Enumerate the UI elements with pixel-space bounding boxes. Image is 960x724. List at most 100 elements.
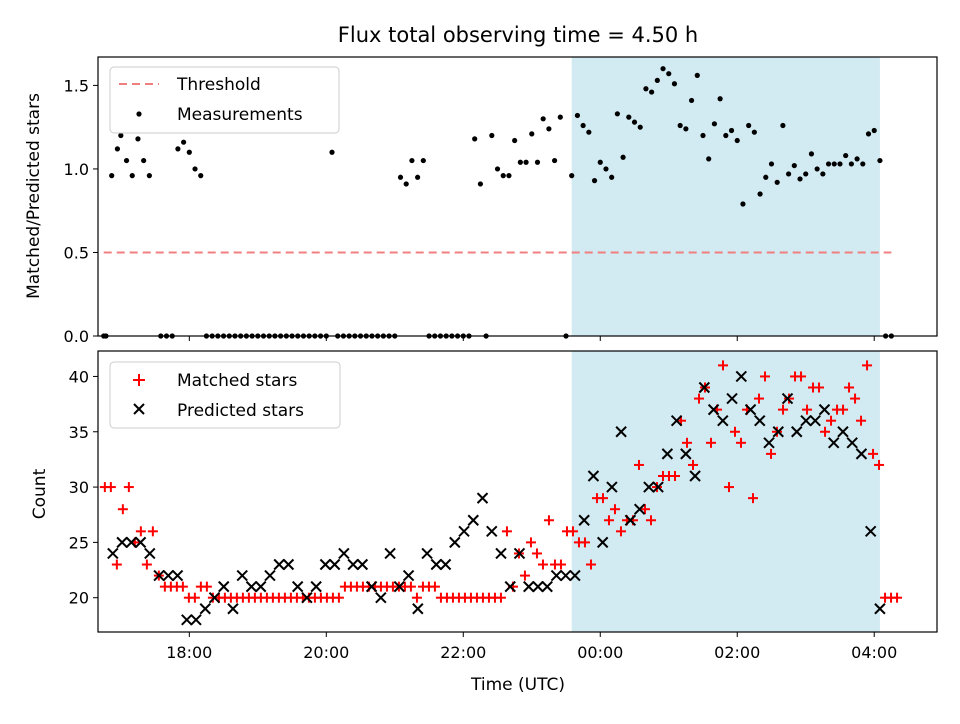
measurement-point [740, 201, 746, 207]
bottom-y-tick-label: 20 [69, 589, 89, 608]
matched-star-marker [826, 415, 837, 426]
matched-stars-series [99, 360, 903, 603]
bottom-y-axis: 20 25 30 35 40 [69, 367, 98, 608]
matched-star-marker [802, 404, 813, 415]
matched-star-marker [645, 515, 656, 526]
predicted-star-marker [772, 426, 784, 438]
measurement-point [500, 173, 506, 179]
predicted-star-marker [791, 426, 803, 438]
measurement-point [472, 136, 478, 142]
predicted-star-marker [301, 591, 313, 604]
predicted-star-marker [809, 414, 821, 427]
predicted-star-marker [199, 603, 211, 615]
top-y-tick-label: 1.5 [64, 76, 89, 95]
top-y-tick-label: 0.0 [64, 327, 89, 346]
measurement-point [141, 157, 147, 164]
x-tick-label: 18:00 [166, 643, 212, 662]
predicted-star-marker [550, 569, 563, 582]
observing-window-shade-top [571, 57, 880, 336]
measurement-point [803, 171, 809, 177]
top-plot-frame [97, 56, 938, 337]
predicted-star-marker [698, 381, 711, 394]
legend-threshold-label: Threshold [176, 75, 261, 95]
matched-star-marker [844, 382, 855, 393]
measurement-point [591, 178, 598, 184]
predicted-star-marker [606, 481, 618, 493]
predicted-star-marker [670, 414, 683, 427]
measurement-point [757, 191, 763, 197]
measurement-point [574, 112, 581, 119]
measurement-point [506, 173, 512, 179]
matched-star-marker [537, 559, 548, 570]
predicted-star-marker [818, 403, 831, 416]
measurement-point [512, 137, 518, 144]
matched-star-marker [754, 393, 765, 404]
matched-star-marker [405, 581, 416, 592]
predicted-star-marker [754, 414, 766, 427]
matched-star-marker [633, 459, 644, 470]
bottom-legend: Matched stars Predicted stars [109, 361, 341, 429]
matched-star-marker [730, 426, 741, 437]
measurement-point [540, 116, 546, 122]
measurement-point [631, 119, 638, 125]
predicted-star-marker [587, 470, 600, 482]
matched-star-marker [706, 437, 717, 448]
matched-star-marker [585, 559, 596, 570]
predicted-star-marker [467, 514, 479, 526]
matched-star-marker [868, 448, 879, 459]
predicted-star-marker [781, 392, 794, 405]
measurement-point [711, 121, 718, 127]
predicted-star-marker [236, 569, 248, 582]
matched-star-marker [189, 592, 200, 603]
x-tick-label: 22:00 [440, 643, 486, 662]
measurement-point [865, 131, 872, 137]
measurement-point [123, 157, 130, 164]
predicted-star-marker [763, 437, 775, 449]
predicted-star-marker [532, 580, 544, 593]
measurement-point [597, 159, 603, 165]
predicted-star-marker [134, 536, 147, 549]
measurement-point [192, 166, 198, 172]
predicted-star-marker [726, 392, 738, 405]
predicted-star-marker [643, 481, 655, 493]
predicted-star-marker [513, 547, 526, 560]
predicted-star-marker [837, 426, 849, 438]
predicted-star-marker [569, 569, 581, 582]
predicted-star-marker [181, 614, 193, 626]
measurement-point [626, 114, 632, 120]
predicted-star-marker [744, 403, 757, 416]
measurement-point [109, 173, 115, 179]
measurement-point [871, 127, 877, 134]
predicted-star-marker [633, 503, 646, 515]
predicted-star-marker [338, 547, 350, 560]
top-panel: 0.0 0.5 1.0 1.5 Matched/Predicted stars Thr… [24, 56, 938, 346]
matched-star-marker [333, 592, 344, 603]
matched-star-marker [501, 526, 512, 537]
legend-predicted-label: Predicted stars [177, 401, 304, 421]
measurement-point [763, 174, 769, 180]
measurement-point [734, 137, 740, 144]
predicted-star-marker [227, 603, 239, 615]
measurement-point [580, 122, 586, 129]
measurement-point [415, 174, 421, 180]
predicted-star-marker [717, 414, 729, 427]
predicted-star-marker [310, 580, 322, 593]
measurement-point [477, 181, 484, 187]
measurement-point [848, 161, 854, 167]
predicted-star-marker [421, 547, 433, 560]
measurement-point [603, 166, 609, 172]
matched-star-marker [718, 360, 729, 371]
matched-star-marker [820, 426, 831, 437]
predicted-star-marker [208, 591, 221, 604]
predicted-star-marker [273, 558, 285, 571]
predicted-star-marker [476, 492, 489, 504]
matched-star-marker [411, 592, 422, 603]
predicted-star-marker [486, 525, 498, 538]
predicted-star-marker [864, 525, 877, 538]
measurement-point [843, 152, 849, 159]
predicted-star-marker [449, 536, 461, 549]
bottom-legend-box [109, 361, 341, 429]
predicted-star-marker [356, 558, 369, 571]
measurement-point [825, 161, 832, 167]
